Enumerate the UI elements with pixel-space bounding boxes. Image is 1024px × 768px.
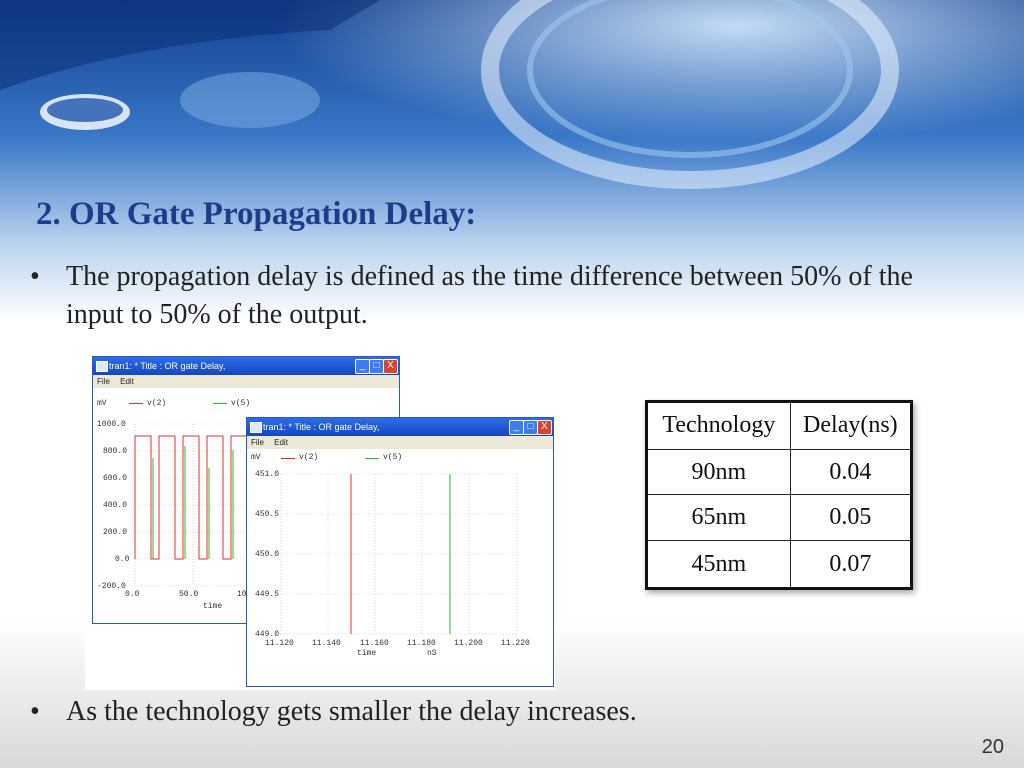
maximize-button[interactable]: □	[523, 420, 538, 435]
technology-delay-table: Technology Delay(ns) 90nm 0.04 65nm 0.05…	[645, 400, 913, 590]
x-tick: 11.200	[454, 639, 483, 648]
table-cell: 0.05	[789, 494, 913, 542]
close-button[interactable]: X	[537, 420, 552, 435]
x-axis-label: time	[357, 649, 377, 658]
legend-v2: v(2)	[299, 453, 319, 462]
window-title: tran1: * Title : OR gate Delay,	[263, 422, 380, 432]
menu-file[interactable]: File	[251, 438, 264, 447]
y-tick: 400.0	[103, 501, 128, 510]
bullet-item: • As the technology gets smaller the del…	[30, 693, 930, 733]
minimize-button[interactable]: _	[355, 359, 370, 374]
waveform-plot-front	[280, 473, 518, 635]
close-button[interactable]: X	[383, 359, 398, 374]
window-title: tran1: * Title : OR gate Delay,	[109, 361, 226, 371]
y-tick: -200.0	[97, 582, 126, 591]
menu-edit[interactable]: Edit	[120, 377, 134, 386]
bullet-text: As the technology gets smaller the delay…	[66, 696, 637, 727]
y-tick: 449.5	[255, 590, 280, 599]
y-tick: 800.0	[103, 447, 128, 456]
menu-bar: File Edit	[247, 436, 553, 449]
x-tick: 11.140	[312, 639, 341, 648]
app-icon	[250, 422, 262, 433]
table-cell: 90nm	[646, 448, 791, 496]
table-cell: 0.07	[789, 540, 913, 589]
legend-line-v2	[281, 458, 295, 459]
x-axis-label: time	[203, 602, 223, 611]
y-tick: 450.0	[255, 550, 280, 559]
window-titlebar[interactable]: tran1: * Title : OR gate Delay, _ □ X	[247, 418, 553, 436]
unit-label: mV	[251, 453, 261, 462]
y-tick: 449.0	[255, 630, 280, 639]
table-header: Delay(ns)	[789, 401, 913, 450]
bullet-marker: •	[30, 696, 40, 727]
legend-v5: v(5)	[383, 453, 403, 462]
table-header-row: Technology Delay(ns)	[646, 401, 913, 450]
table-cell: 65nm	[646, 494, 791, 542]
table-row: 45nm 0.07	[646, 540, 913, 589]
table-header: Technology	[646, 401, 791, 450]
y-tick: 0.0	[115, 555, 130, 564]
bullet-text: The propagation delay is defined as the …	[66, 261, 913, 330]
page-number: 20	[981, 736, 1004, 758]
window-titlebar[interactable]: tran1: * Title : OR gate Delay, _ □ X	[93, 357, 399, 375]
simulation-screenshot: tran1: * Title : OR gate Delay, _ □ X Fi…	[85, 355, 555, 690]
legend-v5: v(5)	[231, 399, 251, 408]
x-tick: 11.120	[265, 639, 294, 648]
legend-v2: v(2)	[147, 399, 167, 408]
bullet-item: • The propagation delay is defined as th…	[30, 258, 960, 338]
legend-line-v5	[365, 458, 379, 459]
y-tick: 451.0	[255, 470, 280, 479]
menu-bar: File Edit	[93, 375, 399, 388]
waveform-window-front: tran1: * Title : OR gate Delay, _ □ X Fi…	[246, 417, 554, 687]
table-cell: 0.04	[789, 448, 913, 496]
menu-edit[interactable]: Edit	[274, 438, 288, 447]
unit-label: mV	[97, 399, 107, 408]
x-tick: 50.0	[179, 590, 199, 599]
table-row: 65nm 0.05	[646, 494, 913, 542]
app-icon	[96, 361, 108, 372]
x-tick: 11.160	[360, 639, 389, 648]
x-tick: 11.180	[407, 639, 436, 648]
y-tick: 450.5	[255, 510, 280, 519]
y-tick: 600.0	[103, 474, 128, 483]
slide-title: 2. OR Gate Propagation Delay:	[36, 196, 477, 232]
table-row: 90nm 0.04	[646, 448, 913, 496]
x-axis-unit: nS	[427, 649, 437, 658]
table-cell: 45nm	[646, 540, 791, 589]
minimize-button[interactable]: _	[509, 420, 524, 435]
x-tick: 11.220	[501, 639, 530, 648]
maximize-button[interactable]: □	[369, 359, 384, 374]
menu-file[interactable]: File	[97, 377, 110, 386]
x-tick: 10	[237, 590, 247, 599]
x-tick: 0.0	[125, 590, 140, 599]
legend-line-v5	[213, 403, 227, 404]
legend-line-v2	[129, 403, 143, 404]
y-tick: 1000.0	[97, 420, 126, 429]
y-tick: 200.0	[103, 528, 128, 537]
bullet-marker: •	[30, 261, 40, 292]
